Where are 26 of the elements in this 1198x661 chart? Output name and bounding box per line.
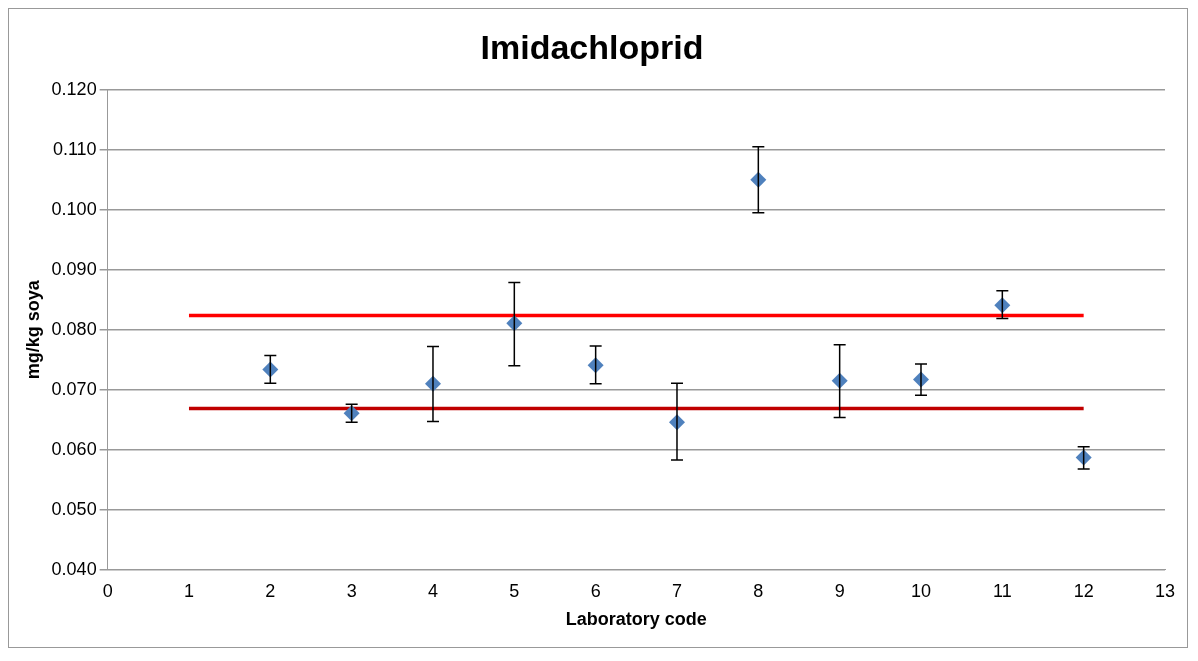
x-tick-label: 2: [265, 580, 276, 601]
y-tick-label: 0.050: [51, 498, 97, 519]
x-tick-label: 11: [992, 580, 1012, 601]
y-tick-label: 0.100: [51, 198, 97, 219]
x-tick-label: 13: [1154, 580, 1176, 601]
x-tick-label: 10: [910, 580, 932, 601]
x-tick-label: 5: [509, 580, 520, 601]
x-tick-label: 8: [753, 580, 764, 601]
x-tick-label: 6: [590, 580, 601, 601]
y-axis-title: mg/kg soya: [22, 279, 43, 380]
x-tick-label: 3: [346, 580, 357, 601]
x-tick-label: 12: [1073, 580, 1094, 601]
y-tick-label: 0.060: [51, 438, 97, 459]
x-tick-label: 1: [183, 580, 194, 601]
y-tick-label: 0.040: [51, 558, 97, 579]
chart-title: Imidachloprid: [480, 27, 704, 66]
y-tick-label: 0.080: [51, 318, 97, 339]
x-tick-label: 9: [834, 580, 845, 601]
x-tick-label: 0: [102, 580, 113, 601]
x-tick-label: 4: [427, 580, 438, 601]
y-tick-label: 0.070: [51, 378, 97, 399]
y-tick-label: 0.110: [52, 138, 97, 159]
y-tick-label: 0.120: [51, 78, 97, 99]
x-axis-title: Laboratory code: [565, 609, 707, 630]
x-tick-label: 7: [671, 580, 682, 601]
y-tick-label: 0.090: [51, 258, 97, 279]
